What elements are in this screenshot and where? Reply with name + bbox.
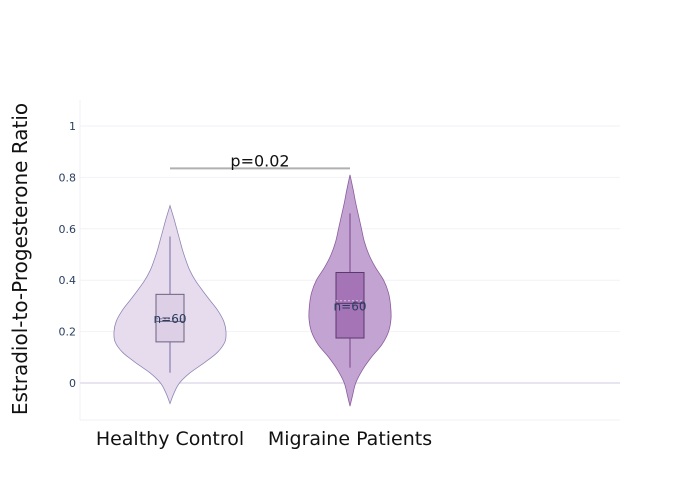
y-tick-label-2: 0.4 [59, 274, 77, 287]
violin-group-0: n=60 [113, 204, 227, 405]
x-category-label-0: Healthy Control [96, 428, 244, 450]
n-label-0: n=60 [154, 312, 187, 326]
box-0 [155, 293, 185, 343]
x-category-label-1: Migraine Patients [268, 428, 432, 450]
x-category-labels: Healthy Control Migraine Patients [96, 428, 432, 450]
y-tick-label-3: 0.6 [59, 223, 77, 236]
violin-group-1: n=60 [308, 174, 392, 407]
p-value-label-0: p=0.02 [230, 151, 289, 170]
annotation-layer: p=0.02 [170, 151, 350, 170]
y-tick-label-1: 0.2 [59, 326, 77, 339]
violin-layer: n=60 n=60 [113, 174, 392, 407]
y-tick-label-5: 1 [69, 120, 76, 133]
y-tick-labels: 0 0.2 0.4 0.6 0.8 1 [59, 120, 77, 390]
y-axis-title: Estradiol-to-Progesterone Ratio [8, 103, 32, 415]
y-tick-label-0: 0 [69, 377, 76, 390]
y-tick-label-4: 0.8 [59, 171, 77, 184]
n-label-1: n=60 [334, 299, 367, 313]
box-1 [335, 271, 365, 339]
